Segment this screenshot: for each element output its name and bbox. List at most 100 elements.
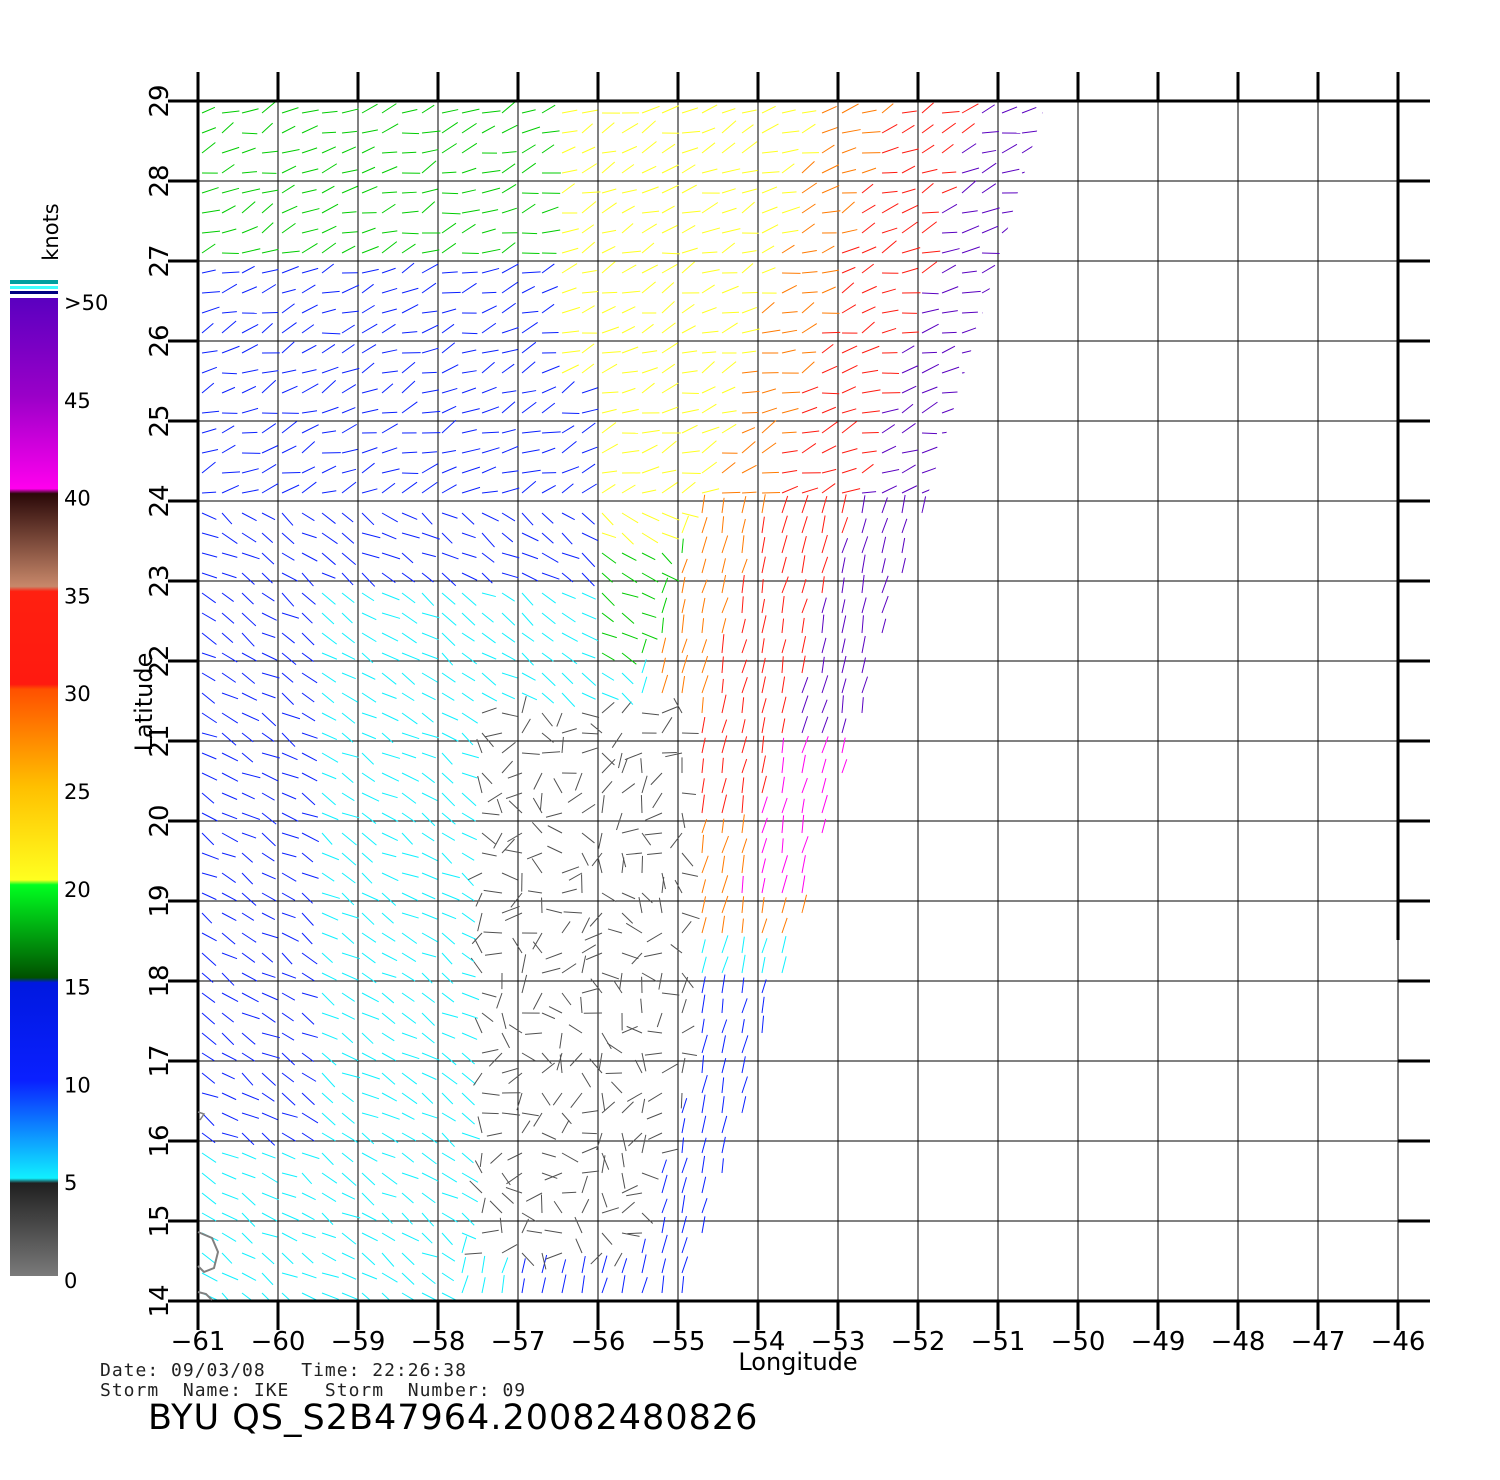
wind-vector [533, 772, 543, 790]
wind-vector [761, 171, 780, 174]
wind-vector [241, 201, 256, 214]
wind-vector [441, 364, 459, 374]
wind-vector [381, 166, 398, 174]
wind-vector [621, 1201, 635, 1214]
wind-vector [341, 792, 355, 802]
wind-vector [721, 694, 727, 714]
wind-vector [781, 515, 788, 534]
wind-vector [321, 792, 336, 806]
wind-vector [361, 572, 376, 587]
wind-vector [881, 123, 898, 134]
wind-vector [241, 171, 258, 174]
wind-vector [281, 1212, 300, 1221]
wind-vector [901, 165, 916, 174]
wind-vector [581, 146, 596, 154]
wind-vector [521, 232, 538, 235]
wind-vector [581, 1072, 592, 1088]
wind-vector [741, 998, 748, 1014]
wind-vector [361, 129, 378, 134]
wind-vector [401, 1192, 414, 1204]
wind-vector [361, 772, 376, 782]
wind-vector [621, 1025, 638, 1034]
wind-vector [261, 445, 278, 454]
wind-vector [381, 123, 399, 134]
wind-vector [701, 558, 707, 574]
wind-vector [741, 109, 757, 114]
wind-vector [261, 892, 277, 902]
wind-vector [301, 1172, 313, 1185]
wind-vector [261, 972, 276, 978]
wind-vector [301, 932, 313, 945]
wind-vector [221, 1212, 238, 1221]
wind-vector [641, 264, 659, 274]
wind-vector [821, 468, 837, 474]
wind-vector [661, 577, 669, 594]
wind-vector [761, 598, 766, 614]
wind-vector [701, 1055, 705, 1074]
wind-vector [781, 639, 787, 654]
wind-vector [661, 482, 678, 494]
wind-vector [590, 723, 603, 734]
wind-vector [341, 448, 358, 454]
wind-vector [701, 1137, 707, 1154]
wind-vector [261, 1192, 279, 1201]
wind-vector [221, 932, 236, 945]
wind-vector [581, 1110, 598, 1114]
wind-vector [761, 407, 778, 414]
wind-vector [381, 992, 395, 1004]
wind-vector [201, 1152, 217, 1163]
wind-vector [501, 263, 519, 274]
wind-vector [421, 812, 436, 827]
wind-vector [801, 110, 817, 114]
wind-vector [381, 308, 397, 314]
wind-vector [201, 1212, 217, 1222]
wind-vector [481, 707, 497, 714]
wind-vector [281, 632, 295, 644]
wind-vector [421, 872, 438, 880]
wind-vector [401, 210, 419, 214]
wind-vector [281, 532, 295, 545]
wind-vector [381, 411, 398, 414]
wind-vector [341, 231, 358, 234]
wind-vector [461, 892, 475, 902]
wind-vector [381, 912, 394, 924]
wind-vector [281, 912, 296, 919]
wind-vector [221, 712, 239, 724]
wind-vector [401, 1132, 417, 1142]
wind-vector [581, 632, 599, 642]
wind-vector [281, 1232, 298, 1242]
wind-vector [901, 204, 918, 214]
wind-vector [261, 464, 277, 474]
wind-vector [441, 1292, 456, 1301]
wind-vector [641, 281, 656, 294]
wind-vector [421, 1232, 433, 1244]
wind-vector [505, 1187, 523, 1194]
wind-vector [761, 897, 765, 914]
wind-vector [301, 1232, 316, 1239]
wind-vector [261, 632, 276, 639]
wind-vector [301, 1292, 319, 1301]
wind-vector [441, 592, 456, 605]
wind-vector [201, 512, 217, 520]
wind-vector [661, 1198, 668, 1214]
wind-vector [881, 469, 900, 474]
wind-vector [741, 677, 748, 694]
wind-vector [381, 1272, 398, 1283]
wind-vector [881, 445, 897, 454]
wind-vector [641, 210, 660, 214]
wind-vector [421, 892, 436, 900]
wind-vector [621, 164, 635, 174]
wind-vector [361, 732, 377, 740]
wind-vector [561, 512, 575, 521]
lon-tick-label: −47 [1291, 1327, 1346, 1357]
wind-vector [361, 912, 375, 925]
wind-vector [601, 305, 616, 314]
wind-vector [281, 592, 295, 607]
wind-vector [589, 912, 603, 927]
wind-vector [921, 102, 934, 114]
wind-vector [581, 747, 599, 754]
wind-vector [221, 1272, 239, 1281]
wind-vector [241, 344, 259, 354]
wind-vector [401, 472, 419, 475]
wind-vector [481, 592, 496, 598]
